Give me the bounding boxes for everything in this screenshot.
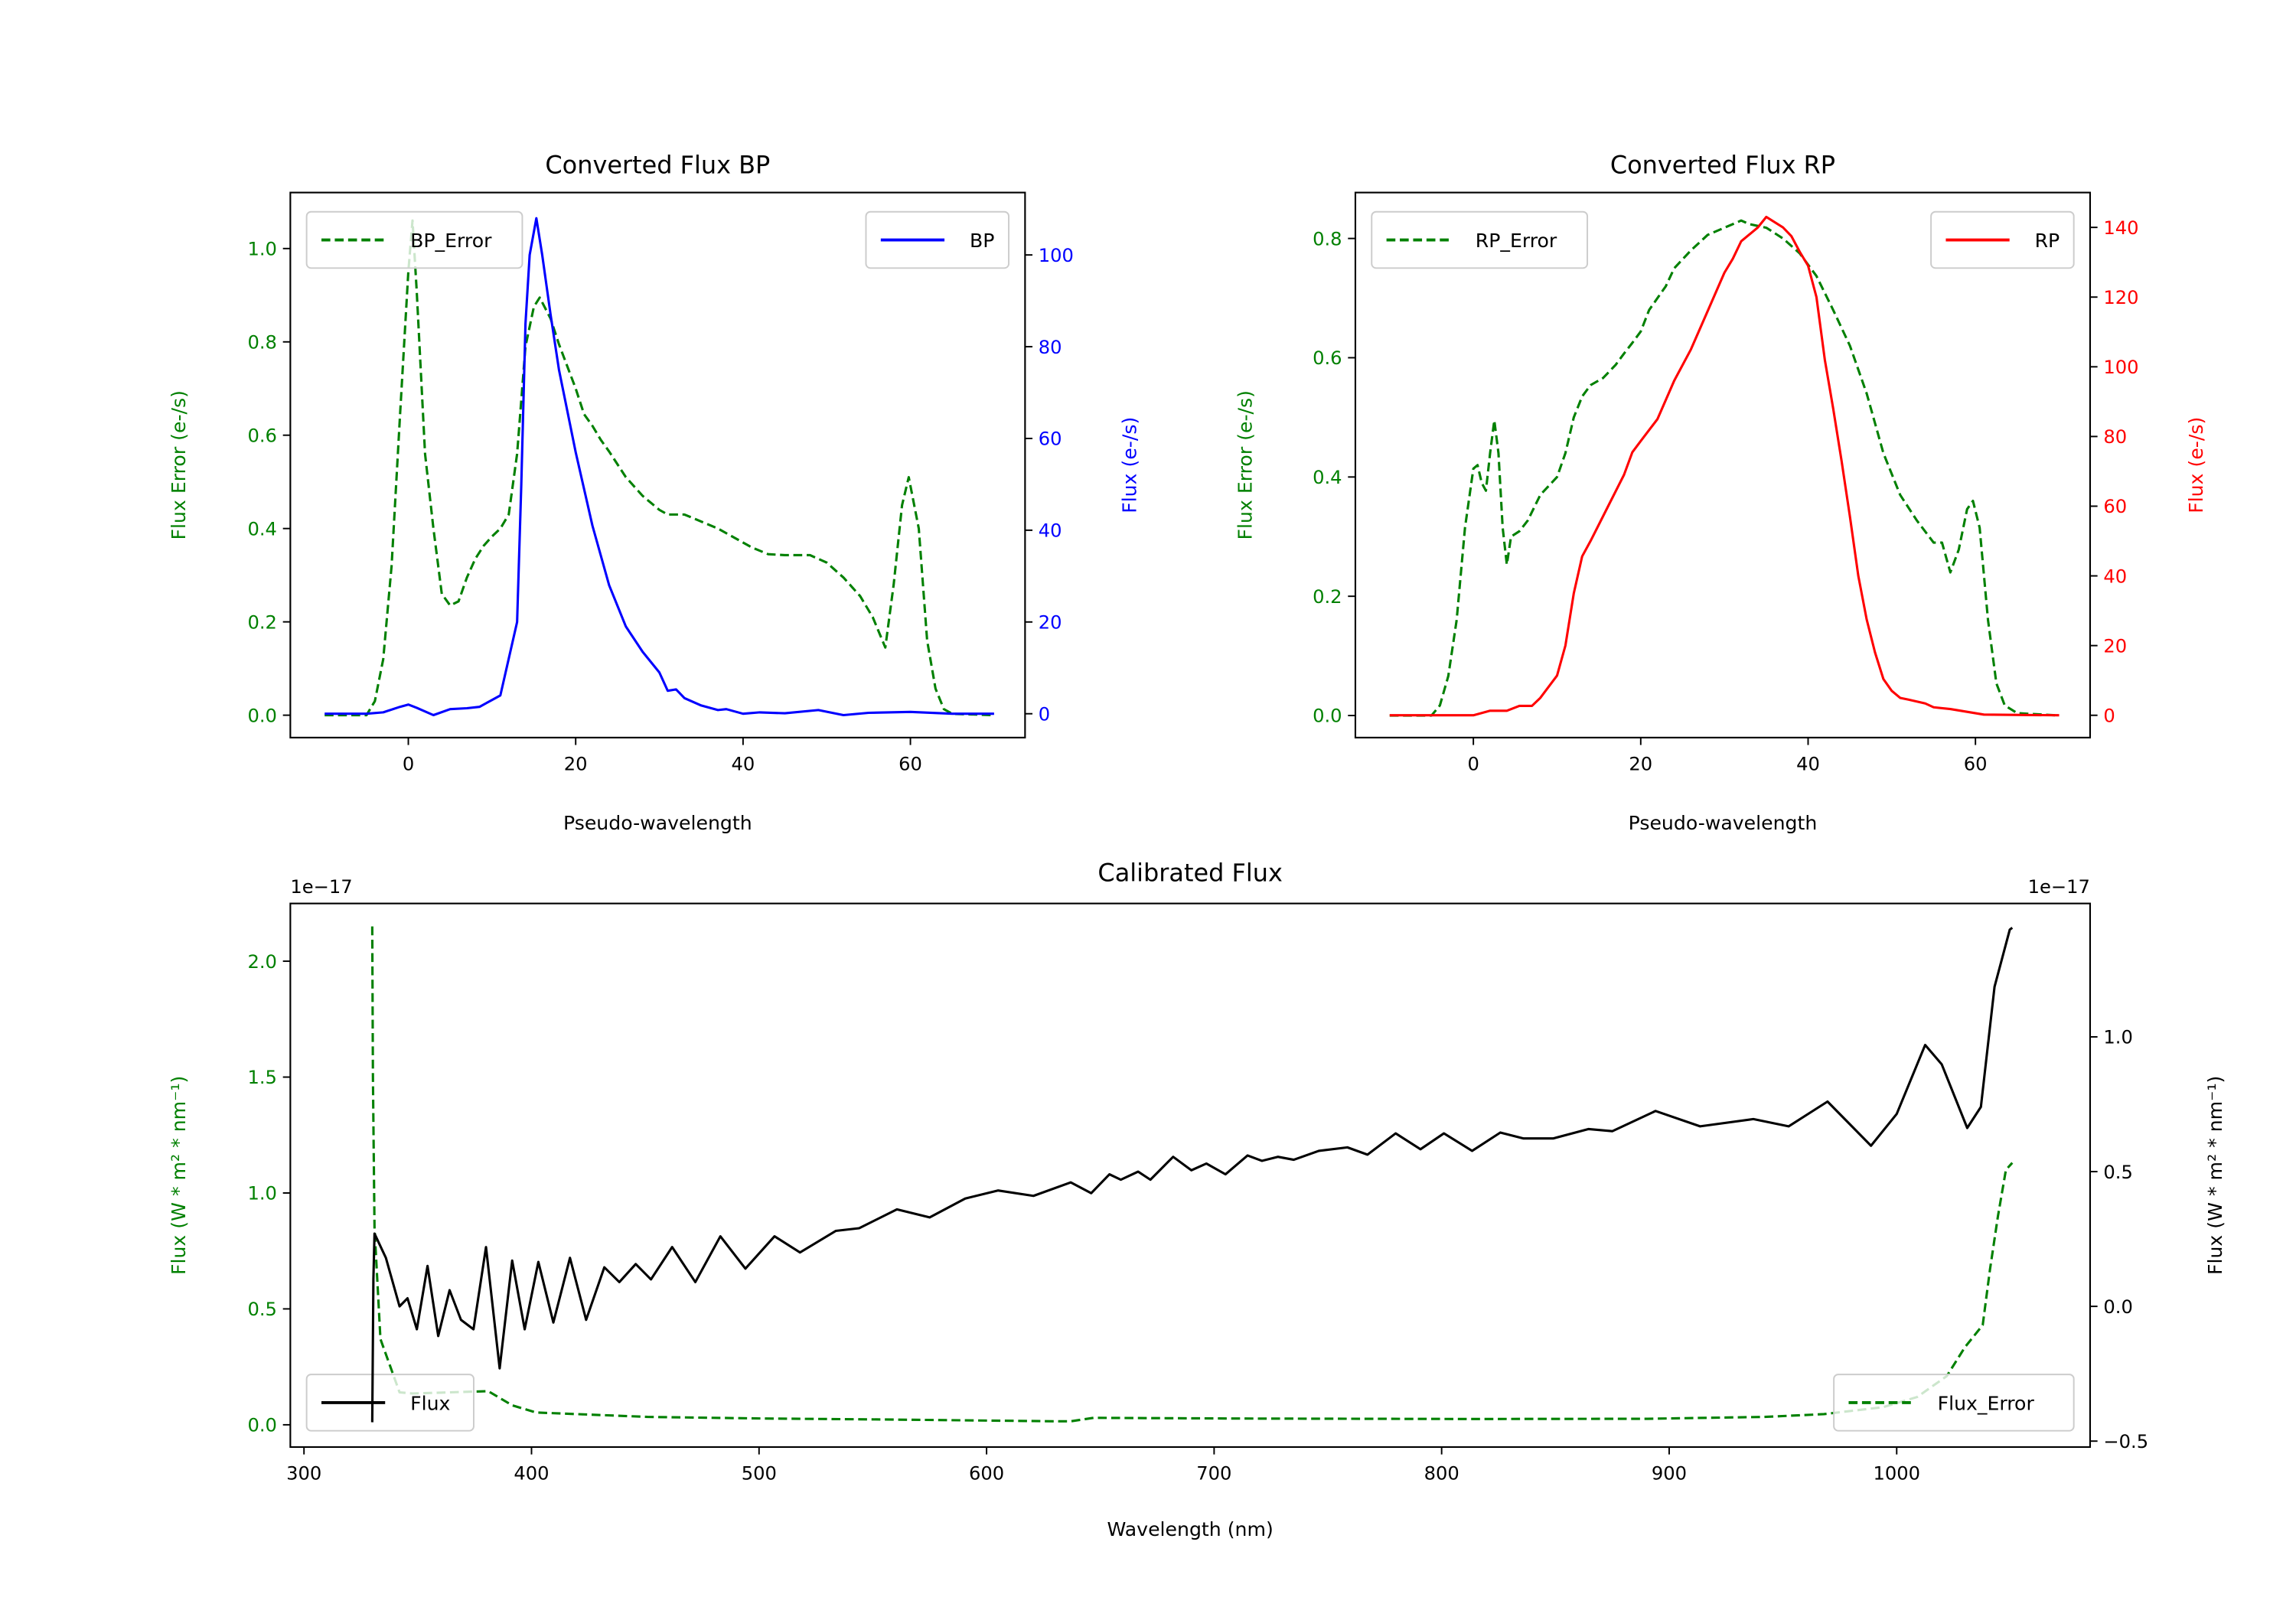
left-offset-text: 1e−17 xyxy=(290,876,352,898)
right-y-tick-label: 80 xyxy=(1039,337,1062,358)
left-y-tick-label: 1.0 xyxy=(247,1183,276,1204)
left-y-tick-label: 1.0 xyxy=(247,238,276,259)
series-line-rp xyxy=(1389,215,2060,717)
legend-label: BP_Error xyxy=(410,230,492,252)
x-axis-label: Pseudo-wavelength xyxy=(563,812,752,834)
right-y-tick-label: 40 xyxy=(2103,566,2127,587)
right-y-tick-label: 0.5 xyxy=(2103,1162,2132,1183)
right-y-axis-label: Flux (e-/s) xyxy=(1119,417,1141,513)
left-y-axis-label: Flux (W * m² * nm⁻¹) xyxy=(168,1076,190,1275)
x-tick-label: 60 xyxy=(899,753,922,774)
right-y-tick-label: 20 xyxy=(2103,635,2127,657)
left-y-tick-label: 0.2 xyxy=(247,611,276,633)
x-tick-label: 20 xyxy=(1629,753,1652,774)
chart-title: Converted Flux BP xyxy=(545,150,770,179)
left-y-axis-label: Flux Error (e-/s) xyxy=(168,390,190,539)
left-y-tick-label: 0.5 xyxy=(247,1299,276,1320)
left-y-tick-label: 0.6 xyxy=(1313,347,1342,369)
series-line-bp xyxy=(325,217,994,717)
legend-rp-error: RP_Error xyxy=(1371,210,1589,269)
x-tick-label: 1000 xyxy=(1873,1463,1920,1485)
right-offset-text: 1e−17 xyxy=(2028,876,2090,898)
left-y-tick-label: 2.0 xyxy=(247,951,276,973)
right-y-tick-label: 1.0 xyxy=(2103,1027,2132,1048)
left-y-tick-label: 0.4 xyxy=(1313,467,1342,488)
left-y-axis-label: Flux Error (e-/s) xyxy=(1234,390,1256,539)
legend-box xyxy=(1371,210,1589,269)
axes-frame xyxy=(289,902,2092,1449)
series-line-bp-error xyxy=(325,219,994,717)
axes-frame xyxy=(1354,191,2092,738)
legend-label: Flux_Error xyxy=(1938,1393,2035,1415)
x-tick-label: 800 xyxy=(1424,1463,1459,1485)
series-line-flux-error xyxy=(370,926,2014,1423)
x-tick-label: 60 xyxy=(1964,753,1988,774)
axes-frame xyxy=(289,191,1026,738)
left-y-tick-label: 0.8 xyxy=(1313,228,1342,249)
x-tick-label: 40 xyxy=(1796,753,1820,774)
right-y-tick-label: −0.5 xyxy=(2103,1431,2148,1452)
x-tick-label: 600 xyxy=(969,1463,1004,1485)
x-tick-label: 400 xyxy=(514,1463,549,1485)
legend-bp: BP xyxy=(865,210,1010,269)
left-y-tick-label: 0.4 xyxy=(247,518,276,539)
x-tick-label: 20 xyxy=(564,753,588,774)
left-y-tick-label: 0.0 xyxy=(247,1415,276,1436)
legend-label: RP xyxy=(2035,230,2060,252)
legend-box xyxy=(1833,1374,2075,1432)
right-y-tick-label: 0 xyxy=(1039,703,1050,725)
series-line-flux xyxy=(370,927,2014,1423)
x-axis-label: Pseudo-wavelength xyxy=(1629,812,1818,834)
x-tick-label: 300 xyxy=(286,1463,321,1485)
x-tick-label: 700 xyxy=(1196,1463,1231,1485)
right-y-tick-label: 0.0 xyxy=(2103,1296,2132,1318)
x-axis-label: Wavelength (nm) xyxy=(1107,1518,1274,1540)
left-y-tick-label: 0.6 xyxy=(247,425,276,446)
right-y-tick-label: 20 xyxy=(1039,611,1062,633)
right-y-tick-label: 100 xyxy=(2103,357,2138,378)
legend-box xyxy=(305,210,523,269)
left-y-tick-label: 0.2 xyxy=(1313,586,1342,608)
legend-label: BP xyxy=(970,230,994,252)
right-y-axis-label: Flux (W * m² * nm⁻¹) xyxy=(2204,1076,2226,1275)
calibrated-flux-panel: Calibrated Flux Wavelength (nm) Flux (W * … xyxy=(168,859,2226,1540)
x-tick-label: 500 xyxy=(742,1463,777,1485)
bp-flux-panel: Converted Flux BP Pseudo-wavelength Flux E… xyxy=(168,150,1141,833)
left-y-tick-label: 0.0 xyxy=(1313,706,1342,727)
right-y-tick-label: 120 xyxy=(2103,287,2138,308)
right-y-tick-label: 140 xyxy=(2103,217,2138,239)
legend-rp: RP xyxy=(1930,210,2075,269)
chart-title: Calibrated Flux xyxy=(1097,859,1282,888)
legend-flux: Flux xyxy=(305,1374,475,1432)
rp-flux-panel: Converted Flux RP Pseudo-wavelength Flux E… xyxy=(1234,150,2207,833)
x-tick-label: 40 xyxy=(731,753,755,774)
legend-bp-error: BP_Error xyxy=(305,210,523,269)
right-y-tick-label: 80 xyxy=(2103,426,2127,448)
right-y-axis-label: Flux (e-/s) xyxy=(2185,417,2207,513)
legend-box xyxy=(305,1374,475,1432)
x-tick-label: 0 xyxy=(403,753,414,774)
legend-flux-error: Flux_Error xyxy=(1833,1374,2075,1432)
legend-label: Flux xyxy=(410,1393,450,1415)
right-y-tick-label: 0 xyxy=(2103,705,2115,726)
right-y-tick-label: 40 xyxy=(1039,520,1062,542)
right-y-tick-label: 60 xyxy=(2103,496,2127,517)
series-line-rp-error xyxy=(1389,219,2060,717)
left-y-tick-label: 0.8 xyxy=(247,331,276,353)
left-y-tick-label: 0.0 xyxy=(247,705,276,726)
chart-title: Converted Flux RP xyxy=(1610,150,1835,179)
left-y-tick-label: 1.5 xyxy=(247,1067,276,1088)
x-tick-label: 900 xyxy=(1652,1463,1687,1485)
right-y-tick-label: 100 xyxy=(1039,245,1074,266)
x-tick-label: 0 xyxy=(1467,753,1479,774)
legend-label: RP_Error xyxy=(1476,230,1557,252)
right-y-tick-label: 60 xyxy=(1039,429,1062,450)
